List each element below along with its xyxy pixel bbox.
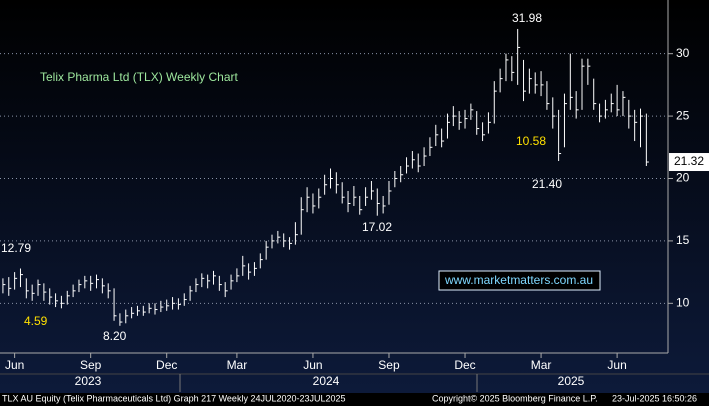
- footer: 23-Jul-2025 16:50:26: [612, 393, 697, 403]
- x-tick-label: Dec: [156, 358, 177, 372]
- annotation: 31.98: [512, 11, 542, 25]
- annotation: 4.59: [24, 314, 48, 328]
- x-tick-label: Jun: [607, 358, 626, 372]
- footer: Copyright© 2025 Bloomberg Finance L.P.: [432, 393, 598, 403]
- annotation: 17.02: [362, 220, 392, 234]
- x-tick-label: Sep: [378, 358, 400, 372]
- annotation: 10.58: [516, 134, 546, 148]
- y-tick-label: 10: [676, 295, 690, 309]
- y-tick-label: 20: [676, 171, 690, 185]
- annotation: 8.20: [103, 329, 127, 343]
- year-label: 2023: [75, 374, 102, 388]
- watermark-box: [438, 270, 601, 291]
- year-label: 2024: [313, 374, 340, 388]
- y-tick-label: 25: [676, 108, 690, 122]
- x-tick-label: Mar: [531, 358, 552, 372]
- annotation: 21.40: [532, 177, 562, 191]
- x-tick-label: Dec: [454, 358, 475, 372]
- y-tick-label: 30: [676, 46, 690, 60]
- year-label: 2025: [558, 374, 585, 388]
- x-tick-label: Jun: [5, 358, 24, 372]
- plot-background: [0, 0, 709, 393]
- chart-title: Telix Pharma Ltd (TLX) Weekly Chart: [40, 70, 239, 84]
- annotation: 12.79: [1, 241, 31, 255]
- last-price-label: 21.32: [674, 154, 704, 168]
- x-tick-label: Sep: [80, 358, 102, 372]
- watermark: www.marketmatters.com.au: [444, 273, 593, 287]
- last-price-box: [669, 153, 709, 172]
- x-tick-label: Mar: [227, 358, 248, 372]
- footer: TLX AU Equity (Telix Pharmaceuticals Ltd…: [2, 393, 346, 403]
- y-tick-label: 15: [676, 233, 690, 247]
- x-tick-label: Jun: [303, 358, 322, 372]
